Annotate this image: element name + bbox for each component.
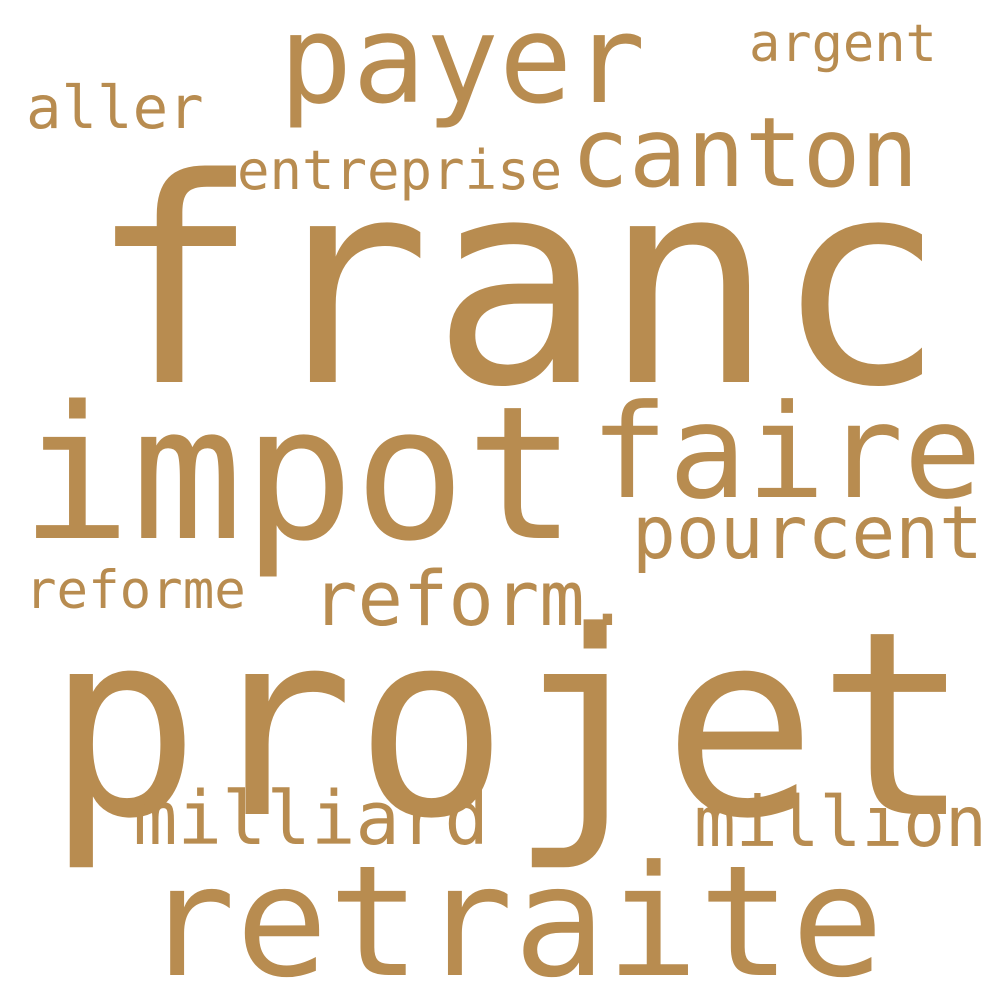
word-reform: reform. xyxy=(312,555,631,643)
word-million: million xyxy=(694,782,987,863)
word-aller: aller xyxy=(26,73,204,142)
word-reforme: reforme xyxy=(25,560,246,621)
word-franc: franc xyxy=(88,118,946,450)
word-faire: faire xyxy=(590,376,982,528)
word-impot: impot xyxy=(20,366,577,582)
word-projet: projet xyxy=(46,577,972,875)
word-milliard: milliard xyxy=(133,776,489,862)
word-payer: payer xyxy=(279,0,646,131)
word-argent: argent xyxy=(749,14,937,74)
word-entreprise: entreprise xyxy=(237,139,563,202)
word-retraite: retraite xyxy=(143,833,884,1000)
word-pourcent: pourcent xyxy=(632,491,984,576)
word-canton: canton xyxy=(571,97,919,209)
